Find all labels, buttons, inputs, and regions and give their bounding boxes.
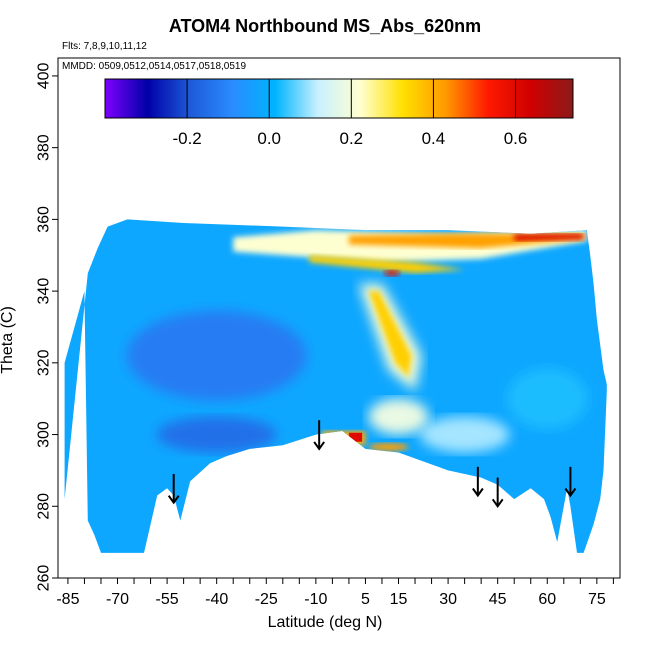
colorbar-tick-label: 0.0: [257, 129, 281, 148]
flights-annotation: Flts: 7,8,9,10,11,12: [62, 41, 147, 52]
dates-annotation: MMDD: 0509,0512,0514,0517,0518,0519: [62, 61, 247, 72]
feature-low-enhancement-tail: [368, 443, 409, 452]
arrow-marker: [564, 466, 577, 498]
y-tick-label: 360: [36, 206, 53, 233]
x-axis-label: Latitude (deg N): [267, 614, 383, 631]
x-tick-label: 75: [588, 591, 606, 608]
colorbar-tick-label: 0.6: [504, 129, 528, 148]
field-light-region: [419, 416, 510, 453]
x-tick-label: -55: [156, 591, 179, 608]
colorbar-tick-label: -0.2: [172, 129, 201, 148]
y-tick-label: 320: [36, 349, 53, 376]
feature-streak-peak: [383, 270, 400, 277]
colorbar-scale: [104, 78, 574, 119]
x-tick-label: 45: [489, 591, 507, 608]
feature-pale-region: [368, 398, 429, 435]
y-tick-label: 340: [36, 278, 53, 305]
axes: -85 -70 -55 -40 -25 -10 5 15 30 45 60 75 260 280 300 32…: [36, 57, 621, 608]
heatmap-field: [64, 219, 607, 553]
x-tick-label: -85: [56, 591, 79, 608]
y-tick-label: 260: [36, 565, 53, 592]
colorbar-tick-label: 0.4: [422, 129, 446, 148]
arrow-markers: [167, 420, 577, 508]
colorbar-tick-label: 0.2: [339, 129, 363, 148]
y-tick-label: 400: [36, 62, 53, 89]
x-tick-label: -25: [255, 591, 278, 608]
arrow-marker: [313, 420, 325, 451]
arrow-marker: [491, 477, 504, 508]
arrow-marker: [167, 474, 180, 505]
feature-lower-streak: [309, 255, 465, 274]
x-tick-label: 5: [361, 591, 370, 608]
field-light-region: [507, 368, 588, 429]
x-tick-label: -70: [106, 591, 129, 608]
x-tick-label: -10: [304, 591, 327, 608]
feature-tropical-plume: [368, 291, 412, 378]
x-tick-label: 30: [439, 591, 457, 608]
colorbar: -0.2 0.0 0.2 0.4 0.6: [104, 78, 574, 148]
field-low-region: [156, 416, 277, 453]
arrow-marker: [472, 466, 484, 498]
x-tick-label: -40: [205, 591, 228, 608]
plot-frame: [57, 57, 621, 579]
feature-upper-layer-peak: [514, 233, 584, 241]
x-tick-label: 15: [390, 591, 408, 608]
y-tick-label: 280: [36, 493, 53, 520]
y-tick-label: 300: [36, 421, 53, 448]
y-tick-label: 380: [36, 134, 53, 161]
feature-low-enhancement: [348, 432, 363, 442]
x-tick-label: 60: [538, 591, 556, 608]
field-low-region: [126, 310, 307, 401]
chart-title: ATOM4 Northbound MS_Abs_620nm: [168, 16, 482, 36]
